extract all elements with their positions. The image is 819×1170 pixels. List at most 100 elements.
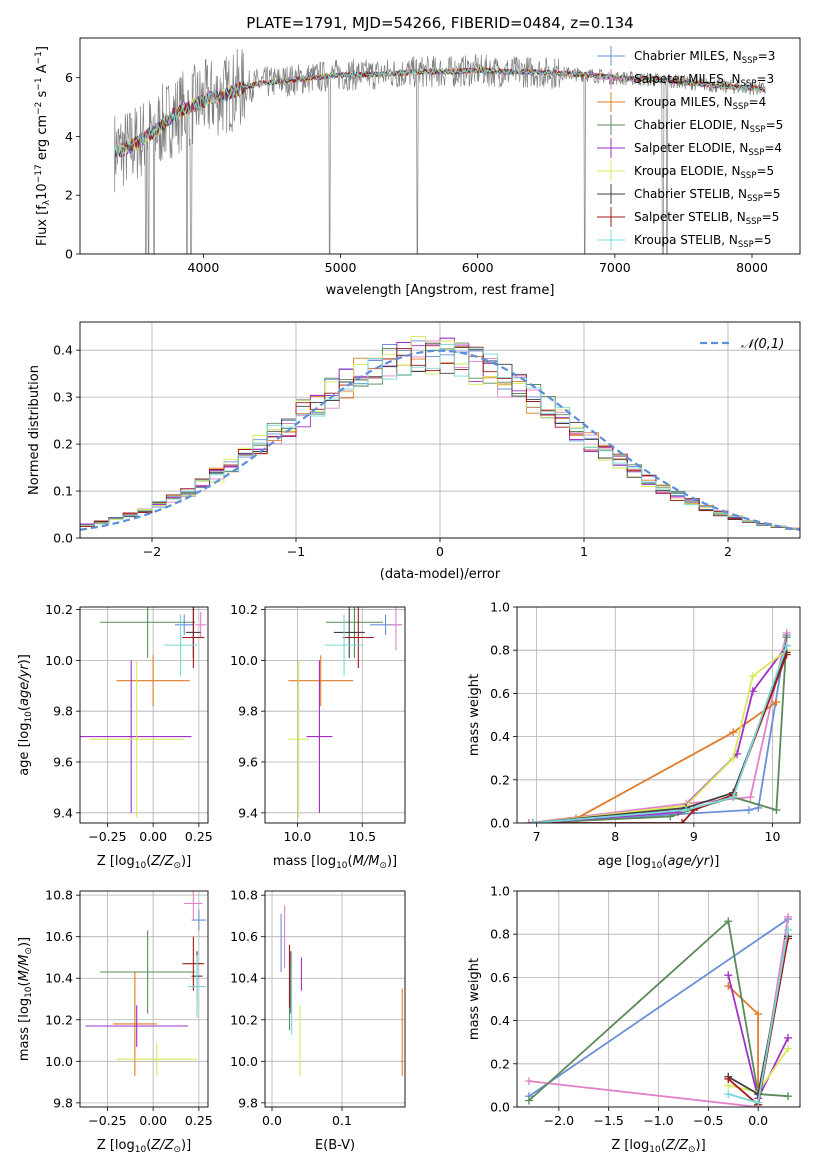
- label-part: (: [17, 706, 32, 711]
- observed-spectrum-line: [113, 48, 766, 254]
- legend-subscript: SSP: [750, 125, 766, 135]
- age-vs-mass-x-axis-label: mass [log10(M/M⊙)]: [273, 854, 397, 871]
- weight-vs-Z-series-1: [528, 916, 789, 1107]
- age-vs-Z-x-axis-label: Z [log10(Z/Z⊙)]: [97, 854, 191, 871]
- label-part: ⊙: [688, 1145, 696, 1155]
- y-tick-label: 10.4: [45, 971, 73, 986]
- label-part: )]: [387, 854, 397, 869]
- legend-name: Salpeter STELIB, N: [634, 210, 746, 224]
- legend-subscript: SSP: [741, 171, 757, 181]
- x-tick-label: 0.25: [185, 829, 213, 844]
- y-tick-label: 0.2: [53, 437, 73, 452]
- spectrum-frame: [79, 37, 801, 255]
- y-tick-label: 4: [65, 129, 73, 144]
- residuals-x-axis-label: (data-model)/error: [380, 567, 501, 582]
- label-part: (: [146, 1138, 151, 1153]
- spectrum-plot-area: [113, 48, 766, 254]
- x-tick-label: 5000: [325, 260, 357, 275]
- x-tick-label: 0.1: [332, 1113, 352, 1128]
- x-tick-label: 8: [611, 829, 619, 844]
- mass-vs-Z-plot-area: [80, 891, 208, 1107]
- weight-vs-Z-axes: −2.0 −1.5 −1.0 −0.5 0.0 0.0 0.2 0.4 0.6 0.8 1.0 Z […: [467, 884, 801, 1155]
- x-tick-label: 0.0: [262, 1113, 282, 1128]
- spectrum-x-axis-label: wavelength [Angstrom, rest frame]: [326, 283, 555, 298]
- legend-entry-3: Chabrier ELODIE, NSSP=5: [634, 118, 783, 135]
- weight-vs-Z-y-axis-label: mass weight: [467, 958, 482, 1040]
- x-tick-label: 9: [690, 829, 698, 844]
- weight-vs-Z-series-3: [528, 919, 789, 1102]
- label-part: Z/Z: [665, 1138, 689, 1153]
- legend-count: =4: [764, 141, 782, 155]
- label-part: 10: [24, 711, 34, 723]
- mass-vs-Z-y-axis-label: mass [log10(M/M⊙)]: [17, 937, 34, 1061]
- y-tick-label: 0.0: [53, 531, 73, 546]
- y-tick-label: 9.4: [238, 805, 258, 820]
- residuals-plot-area: [80, 322, 800, 538]
- y-tick-label: 10.8: [45, 888, 73, 903]
- label-part: −1: [34, 51, 44, 64]
- label-part: age/yr: [667, 854, 710, 869]
- x-tick-label: 10.5: [348, 829, 376, 844]
- mass-vs-Z-x-axis-label: Z [log10(Z/Z⊙)]: [97, 1138, 191, 1155]
- weight-vs-age-y-axis-label: mass weight: [467, 674, 482, 756]
- x-tick-label: 0: [436, 544, 444, 559]
- label-part: ⊙: [379, 861, 387, 871]
- label-part: )]: [181, 854, 191, 869]
- label-part: 10: [651, 861, 663, 871]
- label-part: Z/Z: [150, 1138, 174, 1153]
- label-part: ⊙: [24, 947, 34, 955]
- legend-name: Chabrier STELIB, N: [634, 187, 747, 201]
- y-tick-label: 10.8: [230, 888, 258, 903]
- legend-gaussian-label: 𝒩(0,1): [741, 337, 784, 352]
- label-part: )]: [696, 1138, 706, 1153]
- x-tick-label: −1: [287, 544, 305, 559]
- y-tick-label: 9.8: [53, 1095, 73, 1110]
- age-vs-mass-plot-area: [265, 607, 405, 823]
- label-part: λ: [42, 199, 52, 205]
- label-part: 10: [135, 861, 147, 871]
- legend-entry-0: Chabrier MILES, NSSP=3: [634, 49, 775, 66]
- y-tick-label: 0.2: [490, 1056, 510, 1071]
- legend-count: =5: [766, 118, 784, 132]
- label-part: (: [348, 854, 353, 869]
- legend-count: =4: [749, 95, 767, 109]
- legend-count: =3: [756, 72, 774, 86]
- label-part: (: [146, 854, 151, 869]
- mass-vs-ebv-x-axis-label: E(B-V): [315, 1138, 355, 1153]
- y-tick-label: 0.6: [490, 686, 510, 701]
- weight-vs-Z-frame: [516, 890, 801, 1108]
- y-tick-label: 0.0: [490, 1100, 510, 1115]
- y-tick-label: 9.6: [238, 755, 258, 770]
- legend-entry-8: Kroupa STELIB, NSSP=5: [634, 233, 772, 250]
- legend-entry-1: Salpeter MILES, NSSP=3: [634, 72, 774, 89]
- label-part: ⊙: [173, 1145, 181, 1155]
- x-tick-label: 0.00: [139, 829, 167, 844]
- label-part: 10: [336, 861, 348, 871]
- legend-count: =5: [763, 187, 781, 201]
- label-part: A: [35, 64, 50, 77]
- legend-name: Salpeter ELODIE, N: [634, 141, 748, 155]
- x-tick-label: 7000: [599, 260, 631, 275]
- y-tick-label: 10.0: [230, 653, 258, 668]
- label-part: Z [log: [97, 1138, 135, 1153]
- legend-subscript: SSP: [733, 102, 749, 112]
- x-tick-label: 8000: [736, 260, 768, 275]
- label-part: ]: [35, 46, 50, 51]
- x-tick-label: 10: [765, 829, 781, 844]
- label-part: (: [17, 981, 32, 986]
- legend-count: =5: [754, 233, 772, 247]
- mass-vs-Z-axes: −0.25 0.00 0.25 9.8 10.0 10.2 10.4 10.6 10.8 Z [l…: [17, 888, 213, 1155]
- label-part: )]: [17, 937, 32, 947]
- legend-name: Salpeter MILES, N: [634, 72, 741, 86]
- x-tick-label: −0.25: [88, 829, 126, 844]
- x-tick-label: −0.5: [693, 1113, 723, 1128]
- spectrum-title: PLATE=1791, MJD=54266, FIBERID=0484, z=0…: [246, 14, 633, 32]
- legend-subscript: SSP: [742, 56, 758, 66]
- label-part: 10: [649, 1145, 661, 1155]
- legend-subscript: SSP: [748, 148, 764, 158]
- label-part: )]: [709, 854, 719, 869]
- label-part: −1: [34, 77, 44, 90]
- legend-count: =3: [758, 49, 776, 63]
